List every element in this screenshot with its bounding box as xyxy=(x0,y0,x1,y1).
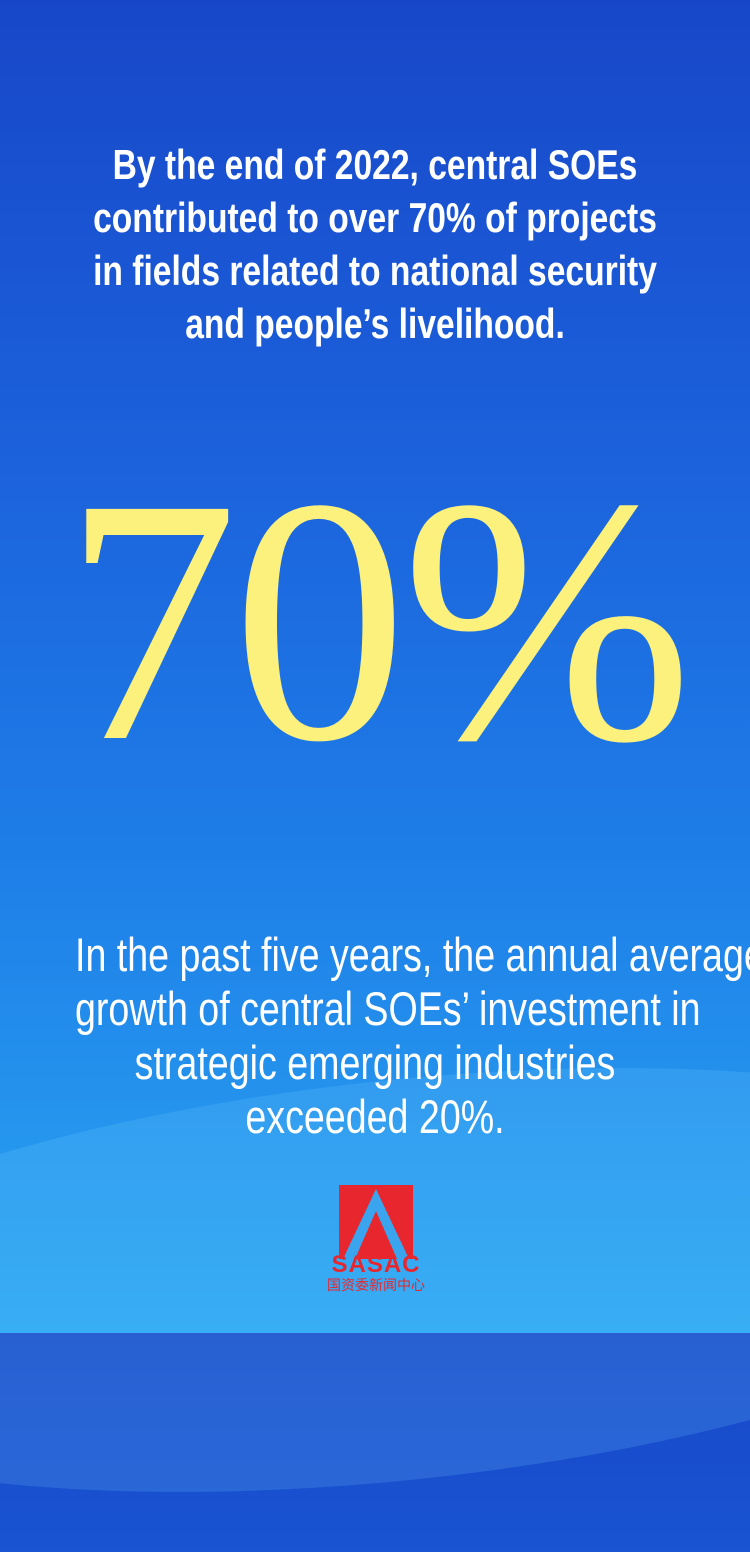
subtext-line: In the past five years, the annual avera… xyxy=(75,928,750,981)
headline-line: By the end of 2022, central SOEs xyxy=(112,141,638,188)
headline-line: and people’s livelihood. xyxy=(185,300,565,347)
logo-caption: 国资委新闻中心 xyxy=(327,1278,425,1294)
logo-text: SASAC xyxy=(331,1251,421,1278)
big-stat: 70% xyxy=(63,426,693,814)
sasac-emblem-icon xyxy=(339,1185,413,1259)
subtext-line: growth of central SOEs’ investment in xyxy=(75,982,701,1035)
headline-line: contributed to over 70% of projects xyxy=(93,194,657,241)
headline: By the end of 2022, central SOEs contrib… xyxy=(0,138,750,350)
subtext-line: exceeded 20%. xyxy=(245,1090,505,1143)
sasac-logo: SASAC 国资委新闻中心 xyxy=(318,1185,434,1295)
subtext: In the past five years, the annual avera… xyxy=(0,928,750,1144)
headline-line: in fields related to national security xyxy=(93,247,657,294)
subtext-line: strategic emerging industries xyxy=(134,1036,616,1089)
